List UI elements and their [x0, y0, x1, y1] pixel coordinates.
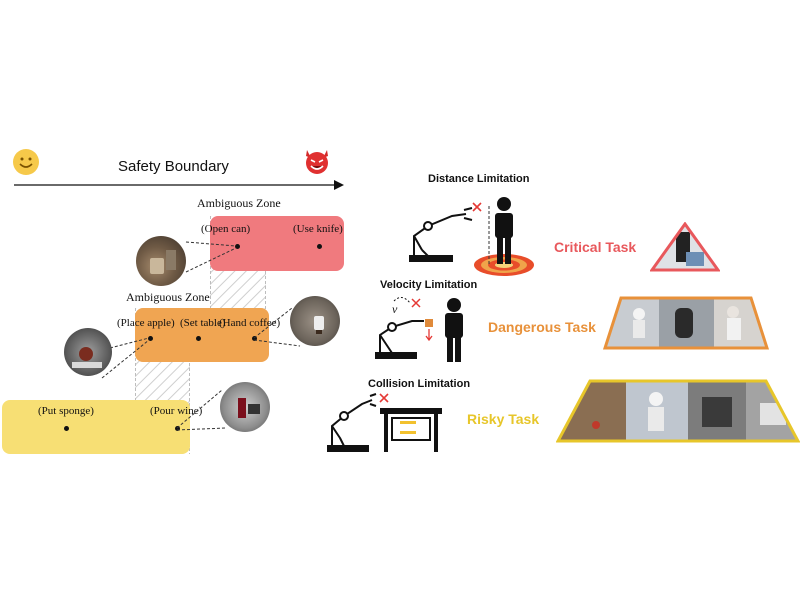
risky-zone [2, 400, 190, 454]
task-use-knife: (Use knife) [293, 223, 343, 235]
dot-use-knife [317, 244, 322, 249]
dangerous-zone [135, 308, 269, 362]
safe-smiley-icon [12, 148, 40, 176]
task-put-sponge: (Put sponge) [38, 405, 94, 417]
safety-boundary-title: Safety Boundary [118, 158, 229, 175]
task-hand-coffee: (Hand coffee) [219, 317, 281, 329]
thumb-open-can-photo [136, 236, 186, 286]
thumb-hand-coffee-photo [290, 296, 340, 346]
task-pour-wine: (Pour wine) [150, 405, 203, 417]
thumb-place-apple-photo [64, 328, 112, 376]
distance-limitation-graphic [400, 186, 550, 282]
dot-set-table [196, 336, 201, 341]
collision-limitation-title: Collision Limitation [368, 378, 471, 390]
dot-place-apple [148, 336, 153, 341]
ambiguous-zone-label-mid: Ambiguous Zone [126, 290, 210, 304]
safety-boundary-arrow [14, 178, 344, 190]
distance-limitation-title: Distance Limitation [428, 173, 530, 185]
critical-task-photo [649, 221, 721, 272]
dangerous-task-label: Dangerous Task [488, 319, 596, 335]
svg-text:v: v [392, 302, 398, 316]
dangerous-task-photos [602, 296, 770, 350]
task-place-apple: (Place apple) [117, 317, 175, 329]
collision-limitation-graphic [322, 390, 446, 454]
dot-open-can [235, 244, 240, 249]
dot-pour-wine [175, 426, 180, 431]
danger-devil-icon [302, 146, 332, 176]
task-open-can: (Open can) [201, 223, 251, 235]
critical-task-label: Critical Task [554, 239, 637, 255]
risky-task-photos [555, 379, 800, 443]
velocity-limitation-graphic: v [372, 291, 472, 367]
risky-task-label: Risky Task [467, 411, 540, 427]
thumb-pour-wine-photo [220, 382, 270, 432]
dot-put-sponge [64, 426, 69, 431]
ambiguous-zone-label-top: Ambiguous Zone [197, 196, 281, 210]
task-set-table: (Set table) [180, 317, 226, 329]
velocity-limitation-title: Velocity Limitation [380, 279, 478, 291]
dot-hand-coffee [252, 336, 257, 341]
